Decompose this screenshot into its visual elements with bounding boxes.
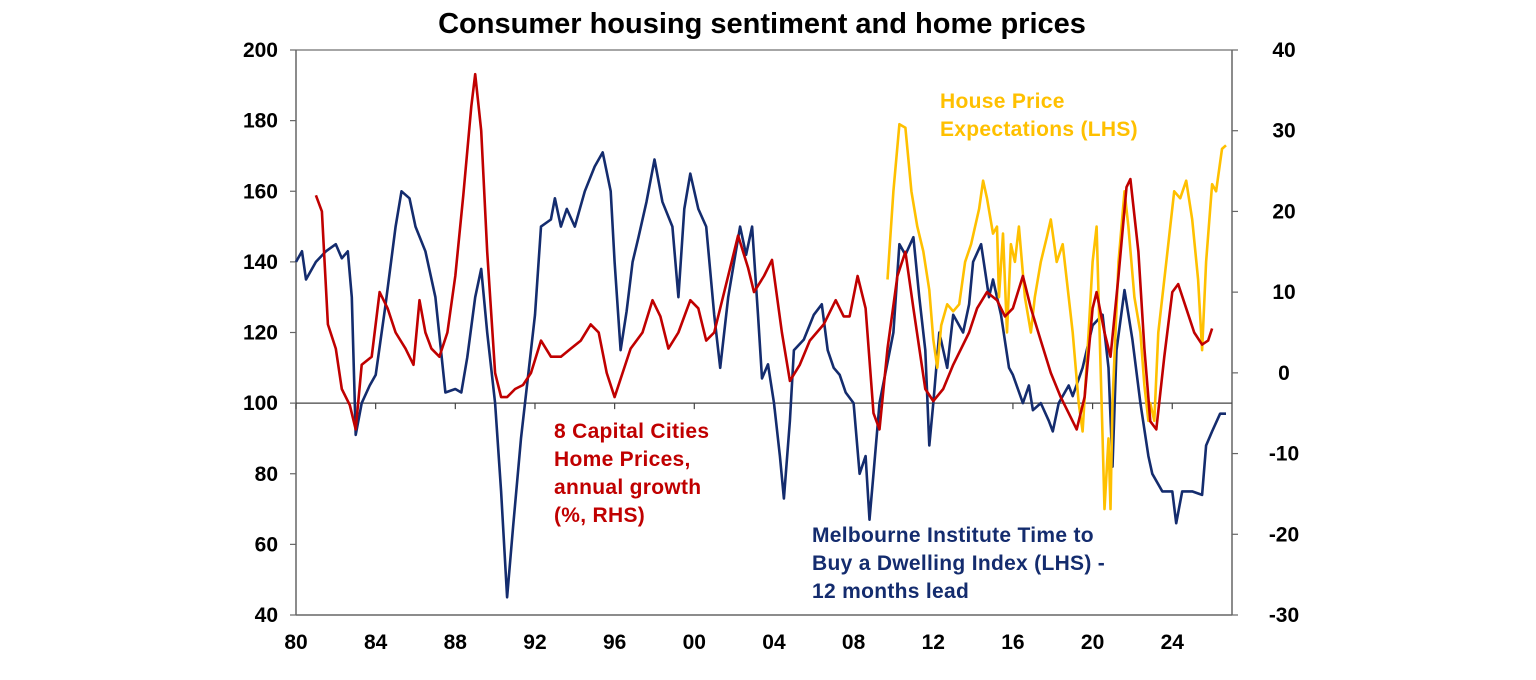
y-left-tick-label: 180 [243,110,278,133]
y-right-tick-label: 20 [1272,200,1295,223]
x-tick-label: 16 [1001,631,1024,654]
label-line: 8 Capital Cities [554,420,710,443]
x-tick-label: 80 [284,631,307,654]
label-line: 12 months lead [812,580,970,603]
label-line: House Price [940,90,1065,113]
x-tick-label: 20 [1081,631,1104,654]
y-left-tick-label: 140 [243,251,278,274]
label-melbourne-institute: Melbourne Institute Time to Buy a Dwelli… [812,522,1105,606]
y-left-tick-label: 40 [255,604,278,627]
chart-title: Consumer housing sentiment and home pric… [438,8,1086,40]
label-line: (%, RHS) [554,504,646,527]
y-left-tick-label: 60 [255,533,278,556]
series-line-capital-cities-prices [314,72,1214,431]
axes: 80 84 88 92 96 00 04 08 12 16 20 244060801001201401… [243,39,1299,654]
label-line: annual growth [554,476,702,499]
y-right-tick-label: 40 [1272,39,1295,62]
x-tick-label: 04 [762,631,786,654]
y-right-tick-label: 30 [1272,120,1295,143]
label-capital-cities: 8 Capital Cities Home Prices, annual gro… [554,418,709,530]
label-line: Melbourne Institute Time to [812,524,1094,547]
x-tick-label: 88 [444,631,468,654]
x-tick-label: 24 [1161,631,1185,654]
series-line-house-price-expectations [886,122,1227,511]
y-left-tick-label: 80 [255,463,278,486]
y-right-tick-label: -30 [1269,604,1299,627]
series-group [294,72,1227,599]
x-tick-label: 08 [842,631,866,654]
y-right-tick-label: -20 [1269,523,1299,546]
y-right-tick-label: -10 [1269,443,1299,466]
y-left-tick-label: 160 [243,180,278,203]
y-left-tick-label: 120 [243,322,278,345]
label-line: Buy a Dwelling Index (LHS) - [812,552,1106,575]
y-right-tick-label: 0 [1278,362,1290,385]
x-tick-label: 00 [683,631,706,654]
label-house-price-expectations: House Price Expectations (LHS) [940,88,1138,144]
x-tick-label: 92 [523,631,546,654]
y-left-tick-label: 100 [243,392,278,415]
x-tick-label: 96 [603,631,626,654]
y-left-tick-label: 200 [243,39,278,62]
x-tick-label: 84 [364,631,388,654]
series-line-melbourne-institute [294,151,1226,599]
label-line: Home Prices, [554,448,691,471]
x-tick-label: 12 [922,631,945,654]
label-line: Expectations (LHS) [940,118,1138,141]
y-right-tick-label: 10 [1272,281,1295,304]
